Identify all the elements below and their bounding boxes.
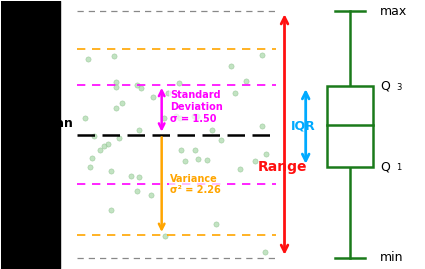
Point: [133, 83, 140, 87]
Point: [133, 189, 140, 193]
Point: [204, 158, 211, 162]
Point: [259, 53, 266, 57]
Point: [263, 152, 269, 156]
Point: [118, 101, 125, 105]
Point: [213, 222, 220, 226]
Point: [176, 81, 183, 86]
Text: Standard
Deviation
σ = 1.50: Standard Deviation σ = 1.50: [170, 90, 223, 124]
Point: [96, 148, 103, 152]
Point: [208, 128, 215, 132]
Point: [160, 115, 167, 120]
Text: Variance
σ² = 2.26: Variance σ² = 2.26: [170, 174, 221, 196]
Text: Range: Range: [258, 160, 307, 174]
Text: Q: Q: [380, 80, 390, 93]
Point: [136, 175, 142, 179]
Point: [87, 165, 94, 169]
Text: 3: 3: [396, 83, 401, 92]
Point: [89, 156, 96, 160]
Point: [136, 128, 143, 132]
Point: [101, 144, 108, 148]
Point: [236, 167, 243, 171]
Point: [110, 54, 117, 58]
Point: [165, 91, 172, 95]
Point: [90, 134, 97, 139]
Point: [113, 80, 119, 84]
Point: [262, 250, 269, 254]
Bar: [327, 86, 374, 167]
Point: [108, 169, 114, 173]
Text: max: max: [380, 5, 407, 18]
Point: [192, 148, 199, 152]
Text: IQR: IQR: [291, 120, 316, 133]
Point: [217, 138, 224, 143]
Point: [193, 115, 199, 119]
Point: [113, 106, 120, 111]
Text: Q: Q: [380, 160, 390, 173]
Point: [149, 95, 156, 99]
Point: [84, 57, 91, 62]
Point: [172, 114, 179, 118]
Point: [191, 114, 198, 118]
Point: [82, 116, 88, 120]
Point: [194, 157, 201, 161]
Text: 1: 1: [396, 164, 401, 172]
Point: [177, 116, 184, 120]
Point: [127, 174, 134, 178]
Point: [162, 233, 168, 238]
Point: [251, 159, 258, 163]
Point: [182, 159, 189, 164]
Text: mean: mean: [34, 118, 73, 130]
Point: [243, 79, 250, 83]
Text: min: min: [380, 251, 403, 264]
Point: [116, 136, 123, 140]
Point: [105, 142, 111, 146]
Point: [113, 85, 119, 89]
Point: [108, 207, 114, 212]
Point: [194, 114, 201, 118]
Point: [147, 193, 154, 197]
Point: [227, 63, 234, 68]
Point: [137, 86, 144, 90]
Point: [178, 148, 184, 152]
Point: [232, 91, 239, 95]
Point: [259, 124, 266, 128]
